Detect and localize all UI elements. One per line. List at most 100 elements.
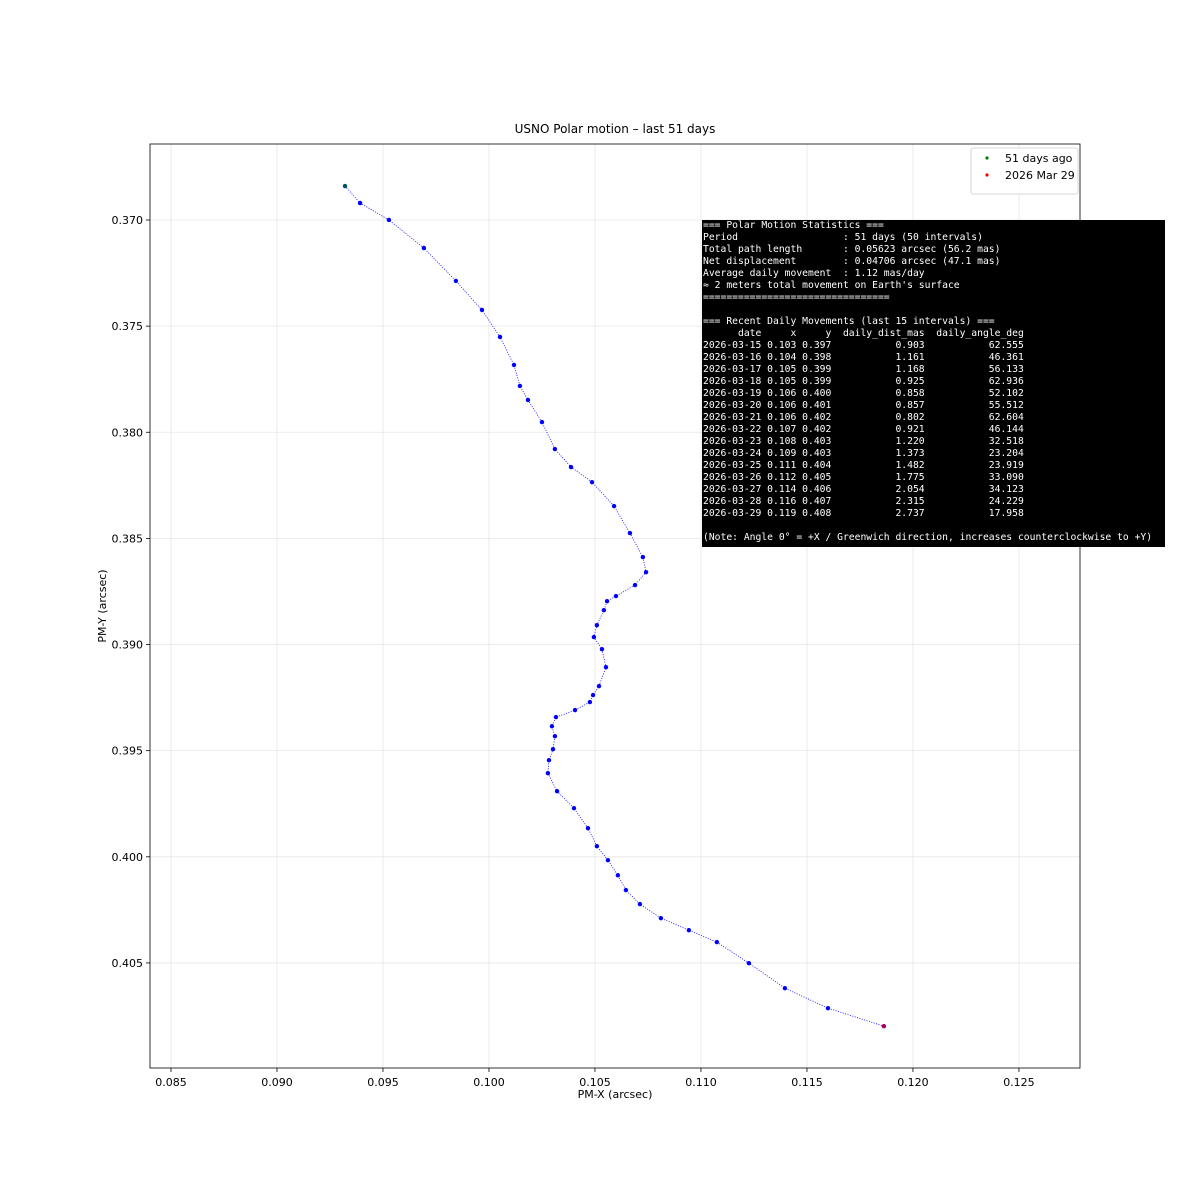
- legend-label: 2026 Mar 29: [1005, 169, 1075, 182]
- daily-line: 2026-03-15 0.103 0.397 0.903 62.555: [703, 340, 1024, 351]
- legend-box: [970, 147, 1079, 195]
- x-tick-label: 0.115: [791, 1076, 823, 1089]
- y-tick-label: 0.405: [112, 957, 144, 970]
- pm-point: [594, 843, 600, 849]
- daily-line: 2026-03-17 0.105 0.399 1.168 56.133: [703, 364, 1024, 375]
- legend-label: 51 days ago: [1005, 152, 1073, 165]
- pm-point: [589, 479, 595, 485]
- daily-line: date x y daily_dist_mas daily_angle_deg: [703, 328, 1024, 339]
- daily-line: 2026-03-28 0.116 0.407 2.315 24.229: [703, 496, 1024, 507]
- chart-title: USNO Polar motion – last 51 days: [515, 122, 716, 136]
- pm-point: [591, 634, 597, 640]
- pm-point: [615, 873, 621, 878]
- y-tick-label: 0.400: [112, 851, 144, 864]
- pm-point: [825, 1005, 831, 1011]
- daily-line: 2026-03-26 0.112 0.405 1.775 33.090: [703, 472, 1024, 483]
- pm-point: [605, 857, 611, 863]
- stats-line: Net displacement : 0.04706 arcsec (47.1 …: [703, 256, 1001, 267]
- pm-point: [552, 734, 558, 739]
- y-tick-label: 0.375: [112, 320, 144, 333]
- legend-marker: [985, 173, 989, 177]
- daily-line: 2026-03-22 0.107 0.402 0.921 46.144: [703, 424, 1024, 435]
- daily-line: === Recent Daily Movements (last 15 inte…: [703, 316, 995, 327]
- daily-line: 2026-03-24 0.109 0.403 1.373 23.204: [703, 448, 1024, 459]
- pm-point: [596, 683, 602, 689]
- pm-point: [554, 789, 560, 794]
- pm-point: [539, 419, 545, 425]
- pm-point: [517, 383, 523, 389]
- x-tick-label: 0.105: [579, 1076, 611, 1089]
- x-tick-label: 0.100: [473, 1076, 505, 1089]
- pm-point: [643, 569, 649, 575]
- daily-line: 2026-03-16 0.104 0.398 1.161 46.361: [703, 352, 1024, 363]
- pm-point: [553, 714, 559, 720]
- stats-line: Total path length : 0.05623 arcsec (56.2…: [703, 244, 1001, 255]
- y-tick-label: 0.395: [112, 745, 144, 758]
- daily-line: 2026-03-29 0.119 0.408 2.737 17.958: [703, 508, 1024, 519]
- x-tick-label: 0.095: [367, 1076, 399, 1089]
- pm-point: [746, 960, 752, 966]
- pm-point: [637, 901, 643, 907]
- stats-line: ================================: [703, 292, 890, 303]
- x-tick-label: 0.085: [155, 1076, 187, 1089]
- y-tick-label: 0.370: [112, 214, 144, 227]
- pm-point: [479, 307, 485, 313]
- pm-point: [601, 607, 607, 613]
- y-axis-label: PM-Y (arcsec): [96, 569, 109, 642]
- pm-point: [632, 582, 638, 588]
- pm-point: [453, 278, 459, 284]
- pm-point: [585, 825, 591, 831]
- pm-point: [525, 397, 531, 403]
- pm-point: [511, 362, 517, 368]
- x-tick-label: 0.120: [897, 1076, 929, 1089]
- stats-line: ≈ 2 meters total movement on Earth's sur…: [703, 280, 960, 291]
- pm-point: [604, 599, 610, 604]
- pm-point: [714, 939, 720, 945]
- pm-point: [599, 646, 605, 652]
- pm-point: [568, 464, 574, 470]
- daily-line: 2026-03-25 0.111 0.404 1.482 23.919: [703, 460, 1024, 471]
- pm-point: [571, 805, 577, 811]
- pm-point: [640, 554, 646, 560]
- pm-point: [658, 915, 664, 921]
- endpoint-marker: [881, 1024, 886, 1029]
- pm-point: [357, 200, 363, 206]
- pm-point: [611, 503, 617, 509]
- pm-point: [623, 887, 629, 893]
- x-tick-label: 0.125: [1003, 1076, 1035, 1089]
- stats-note: (Note: Angle 0° = +X / Greenwich directi…: [703, 532, 1153, 543]
- pm-point: [552, 446, 558, 452]
- pm-point: [587, 699, 593, 705]
- daily-line: 2026-03-20 0.106 0.401 0.857 55.512: [703, 400, 1024, 411]
- pm-point: [545, 770, 551, 776]
- pm-point: [572, 707, 578, 713]
- pm-point: [627, 530, 633, 536]
- pm-point: [603, 665, 609, 670]
- y-tick-label: 0.390: [112, 639, 144, 652]
- pm-point: [613, 593, 619, 599]
- x-axis-label: PM-X (arcsec): [578, 1088, 653, 1101]
- stats-line: Period : 51 days (50 intervals): [703, 232, 983, 243]
- daily-line: 2026-03-18 0.105 0.399 0.925 62.936: [703, 376, 1024, 387]
- stats-line: Average daily movement : 1.12 mas/day: [703, 268, 925, 279]
- endpoint-marker: [343, 184, 348, 189]
- pm-point: [546, 758, 552, 763]
- pm-point: [386, 217, 392, 223]
- x-tick-label: 0.090: [261, 1076, 293, 1089]
- pm-point: [594, 623, 600, 628]
- pm-point: [686, 928, 692, 933]
- y-tick-label: 0.385: [112, 532, 144, 545]
- daily-line: 2026-03-21 0.106 0.402 0.802 62.604: [703, 412, 1024, 423]
- y-tick-label: 0.380: [112, 426, 144, 439]
- pm-point: [497, 334, 503, 340]
- daily-line: 2026-03-19 0.106 0.400 0.858 52.102: [703, 388, 1024, 399]
- daily-line: 2026-03-27 0.114 0.406 2.054 34.123: [703, 484, 1024, 495]
- pm-point: [421, 245, 427, 251]
- pm-point: [549, 724, 555, 729]
- plot-frame: [149, 143, 1081, 1069]
- spacer: [703, 304, 1165, 316]
- daily-line: 2026-03-23 0.108 0.403 1.220 32.518: [703, 436, 1024, 447]
- pm-point: [590, 692, 596, 698]
